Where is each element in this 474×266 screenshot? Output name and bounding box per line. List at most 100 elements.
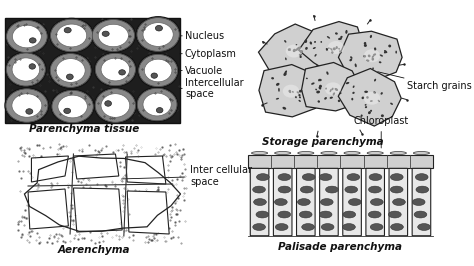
Ellipse shape [314,41,316,43]
Ellipse shape [390,103,393,105]
Ellipse shape [102,31,109,36]
Ellipse shape [299,100,301,102]
Ellipse shape [351,98,353,100]
FancyBboxPatch shape [273,168,292,236]
Ellipse shape [95,53,136,86]
Ellipse shape [299,54,301,56]
Ellipse shape [286,44,302,57]
Ellipse shape [300,211,312,218]
Ellipse shape [274,152,291,155]
Ellipse shape [416,186,428,193]
Text: Inter cellular
space: Inter cellular space [121,165,252,187]
Ellipse shape [339,50,342,53]
Polygon shape [338,69,401,126]
Bar [248,146,433,241]
Ellipse shape [138,53,179,88]
Ellipse shape [325,82,341,95]
Ellipse shape [56,24,87,47]
Ellipse shape [321,152,337,155]
Ellipse shape [374,79,376,81]
Ellipse shape [418,224,430,230]
Text: Parenchyma tissue: Parenchyma tissue [28,124,139,134]
Ellipse shape [371,199,383,205]
Ellipse shape [346,82,349,84]
Ellipse shape [348,199,361,205]
FancyBboxPatch shape [343,168,361,236]
Ellipse shape [296,44,297,45]
Ellipse shape [328,41,344,54]
Ellipse shape [64,108,71,114]
Ellipse shape [326,186,338,193]
FancyBboxPatch shape [412,168,431,236]
Ellipse shape [378,100,380,102]
Ellipse shape [319,174,332,181]
Ellipse shape [98,24,128,47]
Ellipse shape [51,19,93,52]
Ellipse shape [51,89,94,124]
Ellipse shape [326,48,328,51]
Text: Palisade parenchyma: Palisade parenchyma [279,242,402,252]
Ellipse shape [314,54,317,57]
Ellipse shape [283,85,299,98]
Ellipse shape [299,96,301,98]
Bar [5,18,180,123]
Ellipse shape [364,91,368,93]
Ellipse shape [319,85,322,88]
Ellipse shape [283,107,286,110]
Ellipse shape [381,114,384,117]
Polygon shape [126,156,166,184]
Ellipse shape [298,152,314,155]
Ellipse shape [366,96,369,99]
Ellipse shape [256,174,269,181]
Ellipse shape [119,70,126,75]
Ellipse shape [56,59,85,82]
Ellipse shape [301,186,313,193]
Ellipse shape [296,48,299,51]
Text: Vacuole: Vacuole [180,65,223,76]
Ellipse shape [353,85,355,88]
Text: Aerenchyma: Aerenchyma [57,245,130,255]
Ellipse shape [415,174,428,181]
Ellipse shape [315,89,317,90]
Polygon shape [73,188,122,232]
Ellipse shape [284,40,286,43]
Ellipse shape [137,88,177,121]
Ellipse shape [316,90,320,93]
Ellipse shape [326,48,328,51]
Ellipse shape [369,186,381,193]
Ellipse shape [105,101,111,106]
Ellipse shape [12,25,41,48]
Ellipse shape [275,224,288,230]
Ellipse shape [338,48,340,50]
Ellipse shape [414,211,427,218]
Ellipse shape [300,50,302,53]
Ellipse shape [327,36,330,39]
Ellipse shape [12,58,40,81]
Ellipse shape [381,92,383,95]
Ellipse shape [367,152,383,155]
Ellipse shape [64,28,71,33]
Ellipse shape [58,95,87,118]
Ellipse shape [338,100,340,102]
Ellipse shape [302,174,315,181]
Ellipse shape [363,55,366,57]
Text: Nucleus: Nucleus [180,31,224,41]
Text: Cytoplasm: Cytoplasm [180,49,237,59]
Ellipse shape [288,48,291,51]
Ellipse shape [5,88,49,123]
Ellipse shape [289,90,291,93]
Ellipse shape [332,88,334,90]
Ellipse shape [379,61,382,63]
Ellipse shape [284,70,287,74]
FancyBboxPatch shape [319,168,338,236]
Ellipse shape [364,49,380,62]
Ellipse shape [298,199,310,205]
Ellipse shape [276,83,280,86]
Polygon shape [301,63,362,111]
Ellipse shape [318,100,320,103]
Ellipse shape [276,98,279,99]
Ellipse shape [324,97,327,100]
Ellipse shape [365,104,366,106]
Ellipse shape [304,39,307,43]
Ellipse shape [364,44,367,47]
